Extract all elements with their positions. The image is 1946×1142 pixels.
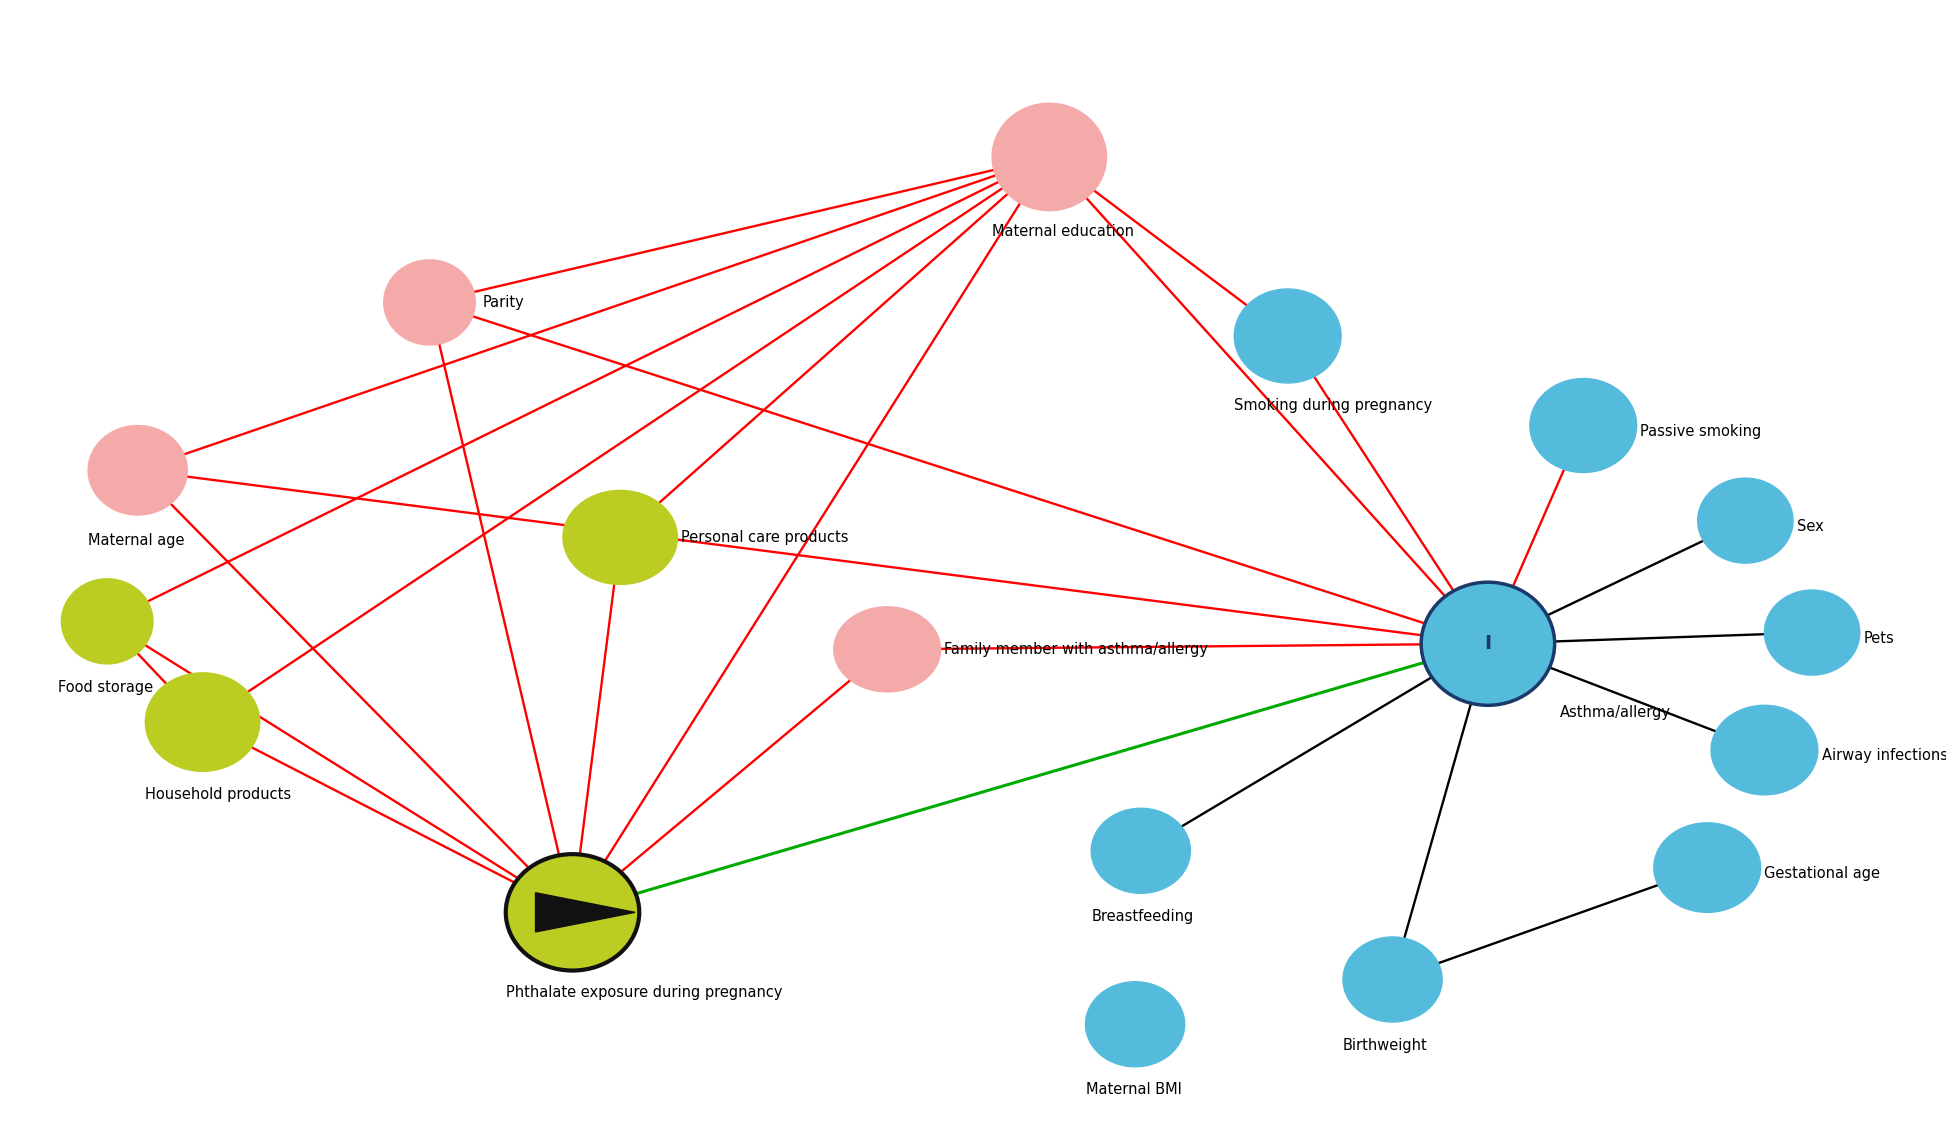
Ellipse shape xyxy=(62,579,154,664)
Text: Family member with asthma/allergy: Family member with asthma/allergy xyxy=(944,642,1208,657)
Text: Smoking during pregnancy: Smoking during pregnancy xyxy=(1234,397,1432,412)
Ellipse shape xyxy=(506,854,638,971)
Ellipse shape xyxy=(1654,822,1761,912)
Ellipse shape xyxy=(1421,582,1555,706)
Text: Parity: Parity xyxy=(483,295,525,309)
Text: Maternal age: Maternal age xyxy=(88,533,185,548)
Text: Airway infections: Airway infections xyxy=(1821,748,1946,763)
Text: Breastfeeding: Breastfeeding xyxy=(1092,909,1193,924)
Ellipse shape xyxy=(1343,936,1442,1022)
Text: Pets: Pets xyxy=(1864,630,1893,645)
Ellipse shape xyxy=(1092,809,1191,893)
Ellipse shape xyxy=(992,103,1107,210)
Text: Personal care products: Personal care products xyxy=(681,530,848,545)
Text: Phthalate exposure during pregnancy: Phthalate exposure during pregnancy xyxy=(506,986,782,1000)
Ellipse shape xyxy=(1711,706,1818,795)
Ellipse shape xyxy=(1234,289,1341,383)
Ellipse shape xyxy=(1530,378,1637,473)
Ellipse shape xyxy=(146,673,259,771)
Text: Gestational age: Gestational age xyxy=(1765,866,1880,880)
Text: Food storage: Food storage xyxy=(58,679,152,694)
Ellipse shape xyxy=(562,490,677,585)
Ellipse shape xyxy=(1697,478,1792,563)
Text: Maternal BMI: Maternal BMI xyxy=(1086,1083,1181,1097)
Ellipse shape xyxy=(1086,982,1185,1067)
Text: Asthma/allergy: Asthma/allergy xyxy=(1561,706,1672,721)
Text: I: I xyxy=(1485,634,1491,653)
Text: Maternal education: Maternal education xyxy=(992,224,1135,239)
Polygon shape xyxy=(535,893,634,932)
Ellipse shape xyxy=(1765,590,1860,675)
Ellipse shape xyxy=(88,426,187,515)
Text: Passive smoking: Passive smoking xyxy=(1640,424,1761,439)
Text: Birthweight: Birthweight xyxy=(1343,1038,1428,1053)
Text: Household products: Household products xyxy=(146,787,292,802)
Ellipse shape xyxy=(383,260,475,345)
Ellipse shape xyxy=(833,606,940,692)
Text: Sex: Sex xyxy=(1796,518,1823,533)
